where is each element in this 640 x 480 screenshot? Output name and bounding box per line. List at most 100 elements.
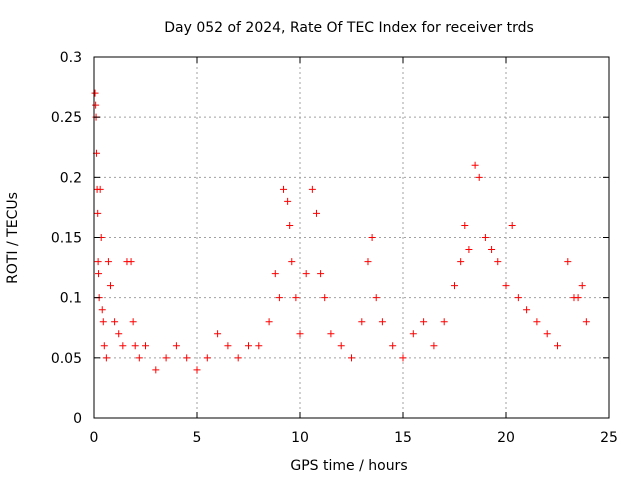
chart-title: Day 052 of 2024, Rate Of TEC Index for r… xyxy=(164,20,534,36)
data-point xyxy=(94,258,102,266)
x-tick-label: 10 xyxy=(291,430,309,446)
data-point xyxy=(461,221,469,229)
data-point xyxy=(451,282,458,290)
data-point xyxy=(554,342,561,350)
data-point xyxy=(296,330,304,338)
data-point xyxy=(582,318,590,326)
x-tick-label: 0 xyxy=(90,430,99,446)
plot-frame xyxy=(93,56,610,419)
y-tick-label: 0.1 xyxy=(60,291,82,307)
data-point xyxy=(214,330,222,338)
data-point xyxy=(224,342,232,350)
grid-lines xyxy=(94,57,609,418)
data-point xyxy=(364,258,372,266)
data-point xyxy=(119,342,127,350)
data-point xyxy=(471,161,479,169)
data-point xyxy=(152,366,160,374)
y-tick-label: 0.3 xyxy=(60,50,82,66)
data-point xyxy=(94,209,102,217)
data-point xyxy=(508,221,516,229)
data-point xyxy=(327,330,335,338)
data-point xyxy=(111,318,119,326)
data-point xyxy=(193,366,201,374)
data-point xyxy=(348,354,355,362)
x-tick-label: 5 xyxy=(193,430,202,446)
axis-ticks: 0 5 10 15 20 25 0 0.05 0.1 0.15 0.2 0.25 0.3 xyxy=(51,50,618,446)
data-point xyxy=(578,282,586,290)
data-point xyxy=(465,246,473,254)
data-point xyxy=(203,354,211,362)
data-point xyxy=(337,342,345,350)
data-point xyxy=(312,209,320,217)
data-point xyxy=(358,318,366,326)
data-points xyxy=(91,89,590,374)
data-point xyxy=(100,342,108,350)
x-axis-label: GPS time / hours xyxy=(290,458,407,474)
data-point xyxy=(131,342,139,350)
data-point xyxy=(494,258,502,266)
data-point xyxy=(271,270,279,278)
data-point xyxy=(372,294,380,302)
data-point xyxy=(245,342,252,350)
y-tick-label: 0 xyxy=(73,411,82,427)
data-point xyxy=(523,306,531,314)
data-point xyxy=(92,101,100,109)
data-point xyxy=(95,270,103,278)
data-point xyxy=(399,354,407,362)
x-tick-label: 15 xyxy=(394,430,412,446)
data-point xyxy=(321,294,329,302)
y-tick-label: 0.25 xyxy=(51,110,82,126)
x-tick-label: 25 xyxy=(600,430,618,446)
data-point xyxy=(127,258,135,266)
y-tick-label: 0.05 xyxy=(51,351,82,367)
data-point xyxy=(91,89,99,97)
data-point xyxy=(172,342,180,350)
y-axis-label: ROTI / TECUs xyxy=(5,192,21,284)
data-point xyxy=(317,270,325,278)
y-tick-label: 0.2 xyxy=(60,170,82,186)
data-point xyxy=(543,330,551,338)
data-point xyxy=(409,330,417,338)
data-point xyxy=(106,282,114,290)
data-point xyxy=(389,342,397,350)
data-point xyxy=(502,282,510,290)
data-point xyxy=(420,318,428,326)
data-point xyxy=(115,330,123,338)
data-point xyxy=(292,294,300,302)
data-point xyxy=(162,354,170,362)
data-point xyxy=(255,342,263,350)
data-point xyxy=(430,342,438,350)
data-point xyxy=(96,185,104,193)
data-point xyxy=(183,354,191,362)
data-point xyxy=(275,294,283,302)
data-point xyxy=(574,294,582,302)
data-point xyxy=(514,294,522,302)
data-point xyxy=(104,258,112,266)
data-point xyxy=(135,354,143,362)
data-point xyxy=(488,246,496,254)
data-point xyxy=(308,185,316,193)
data-point xyxy=(99,318,107,326)
data-point xyxy=(129,318,137,326)
data-point xyxy=(475,173,483,181)
data-point xyxy=(302,270,310,278)
x-tick-label: 20 xyxy=(497,430,515,446)
data-point xyxy=(280,185,288,193)
data-point xyxy=(102,354,110,362)
y-tick-label: 0.15 xyxy=(51,231,82,247)
data-point xyxy=(481,234,489,241)
data-point xyxy=(457,258,465,266)
data-point xyxy=(533,318,541,326)
data-point xyxy=(378,318,386,326)
data-point xyxy=(265,318,273,326)
data-point xyxy=(142,342,149,350)
data-point xyxy=(234,354,242,362)
data-point xyxy=(368,234,376,241)
data-point xyxy=(564,258,572,266)
data-point xyxy=(98,306,106,314)
data-point xyxy=(286,221,294,229)
data-point xyxy=(440,318,448,326)
data-point xyxy=(284,197,292,205)
data-point xyxy=(288,258,296,266)
